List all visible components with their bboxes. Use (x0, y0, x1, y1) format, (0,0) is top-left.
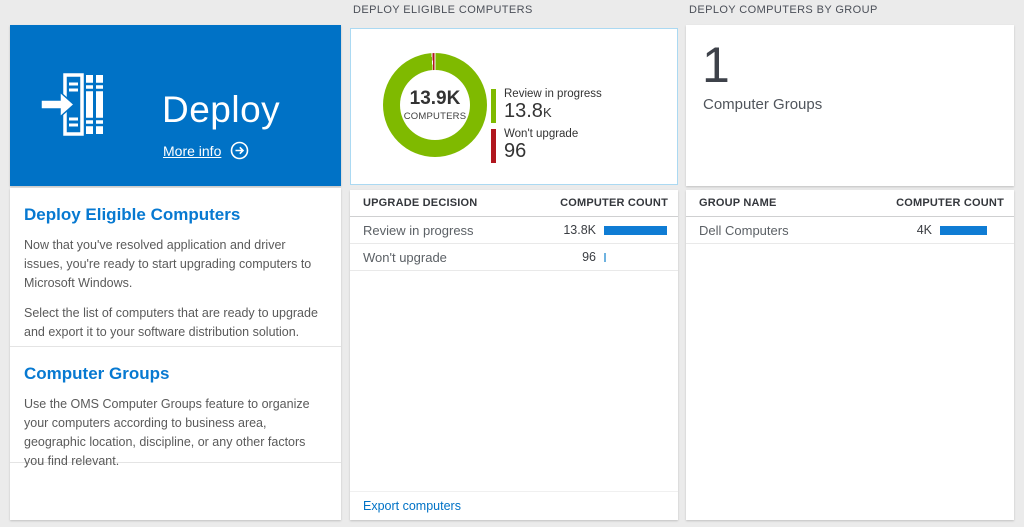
computers-donut-chart: 13.9K COMPUTERS (383, 53, 487, 157)
table-row-review-in-progress[interactable]: Review in progress 13.8K (350, 217, 678, 244)
group-name-table-panel: GROUP NAME COMPUTER COUNT Dell Computers… (686, 190, 1014, 520)
column-header-upgrade-decision: UPGRADE DECISION (363, 197, 478, 209)
arrow-circle-icon[interactable] (230, 141, 249, 160)
eligible-computers-paragraph-2: Select the list of computers that are re… (24, 306, 318, 339)
computer-groups-paragraph: Use the OMS Computer Groups feature to o… (24, 397, 310, 468)
table-footer: Export computers (350, 491, 678, 520)
more-info-link[interactable]: More info (163, 142, 222, 159)
computer-groups-info-section: Computer Groups Use the OMS Computer Gro… (10, 347, 341, 468)
legend-label: Review in progress (504, 88, 602, 100)
column-header-group-name: GROUP NAME (699, 197, 777, 209)
table-row-wont-upgrade[interactable]: Won't upgrade 96 (350, 244, 678, 271)
column-header-computer-count: COMPUTER COUNT (896, 197, 1004, 209)
export-computers-link[interactable]: Export computers (363, 499, 461, 513)
row-label: Won't upgrade (363, 249, 447, 265)
eligible-computers-info-section: Deploy Eligible Computers Now that you'v… (10, 188, 341, 347)
count-bar-area (604, 225, 668, 235)
legend-item-wont-upgrade: Won't upgrade 96 (491, 127, 602, 163)
computer-groups-heading: Computer Groups (24, 364, 170, 383)
legend-item-review-in-progress: Review in progress 13.8K (491, 87, 602, 123)
row-value: 96 (582, 250, 596, 264)
eligible-computers-section-header: DEPLOY ELIGIBLE COMPUTERS (353, 4, 533, 16)
column-header-computer-count: COMPUTER COUNT (560, 197, 668, 209)
table-header-row: GROUP NAME COMPUTER COUNT (686, 190, 1014, 217)
upgrade-decision-table-panel: UPGRADE DECISION COMPUTER COUNT Review i… (350, 190, 678, 520)
computer-groups-count: 1 (702, 37, 730, 93)
legend-value: 96 (504, 140, 527, 163)
count-bar (940, 225, 987, 235)
row-label: Dell Computers (699, 222, 789, 238)
row-value: 13.8K (563, 223, 596, 237)
count-bar-area (604, 252, 668, 262)
deploy-tile-title: Deploy (162, 89, 281, 130)
table-header-row: UPGRADE DECISION COMPUTER COUNT (350, 190, 678, 217)
legend-swatch-red (491, 129, 496, 163)
donut-center: 13.9K COMPUTERS (400, 70, 470, 140)
table-row-dell-computers[interactable]: Dell Computers 4K (686, 217, 1014, 244)
donut-center-label: COMPUTERS (403, 111, 467, 122)
count-bar (604, 252, 606, 262)
computer-groups-count-tile[interactable]: 1 Computer Groups (686, 25, 1014, 186)
deploy-info-panel: Deploy Eligible Computers Now that you'v… (10, 188, 341, 520)
row-value: 4K (916, 223, 932, 237)
count-bar-area (940, 225, 1004, 235)
eligible-computers-paragraph-1: Now that you've resolved application and… (24, 238, 312, 290)
count-bar (604, 225, 667, 235)
chart-legend: Review in progress 13.8K Won't upgrade 9… (491, 87, 602, 167)
donut-center-value: 13.9K (409, 88, 461, 109)
legend-label: Won't upgrade (504, 128, 579, 140)
row-label: Review in progress (363, 222, 474, 238)
eligible-computers-heading: Deploy Eligible Computers (24, 205, 241, 224)
deploy-servers-arrow-icon (40, 71, 104, 144)
legend-swatch-green (491, 89, 496, 123)
deploy-tile[interactable]: Deploy More info (10, 25, 341, 186)
legend-value: 13.8K (504, 100, 552, 123)
eligible-computers-chart-tile[interactable]: 13.9K COMPUTERS Review in progress 13.8K… (350, 28, 678, 185)
computer-groups-count-label: Computer Groups (703, 96, 823, 113)
computers-by-group-section-header: DEPLOY COMPUTERS BY GROUP (689, 4, 878, 16)
